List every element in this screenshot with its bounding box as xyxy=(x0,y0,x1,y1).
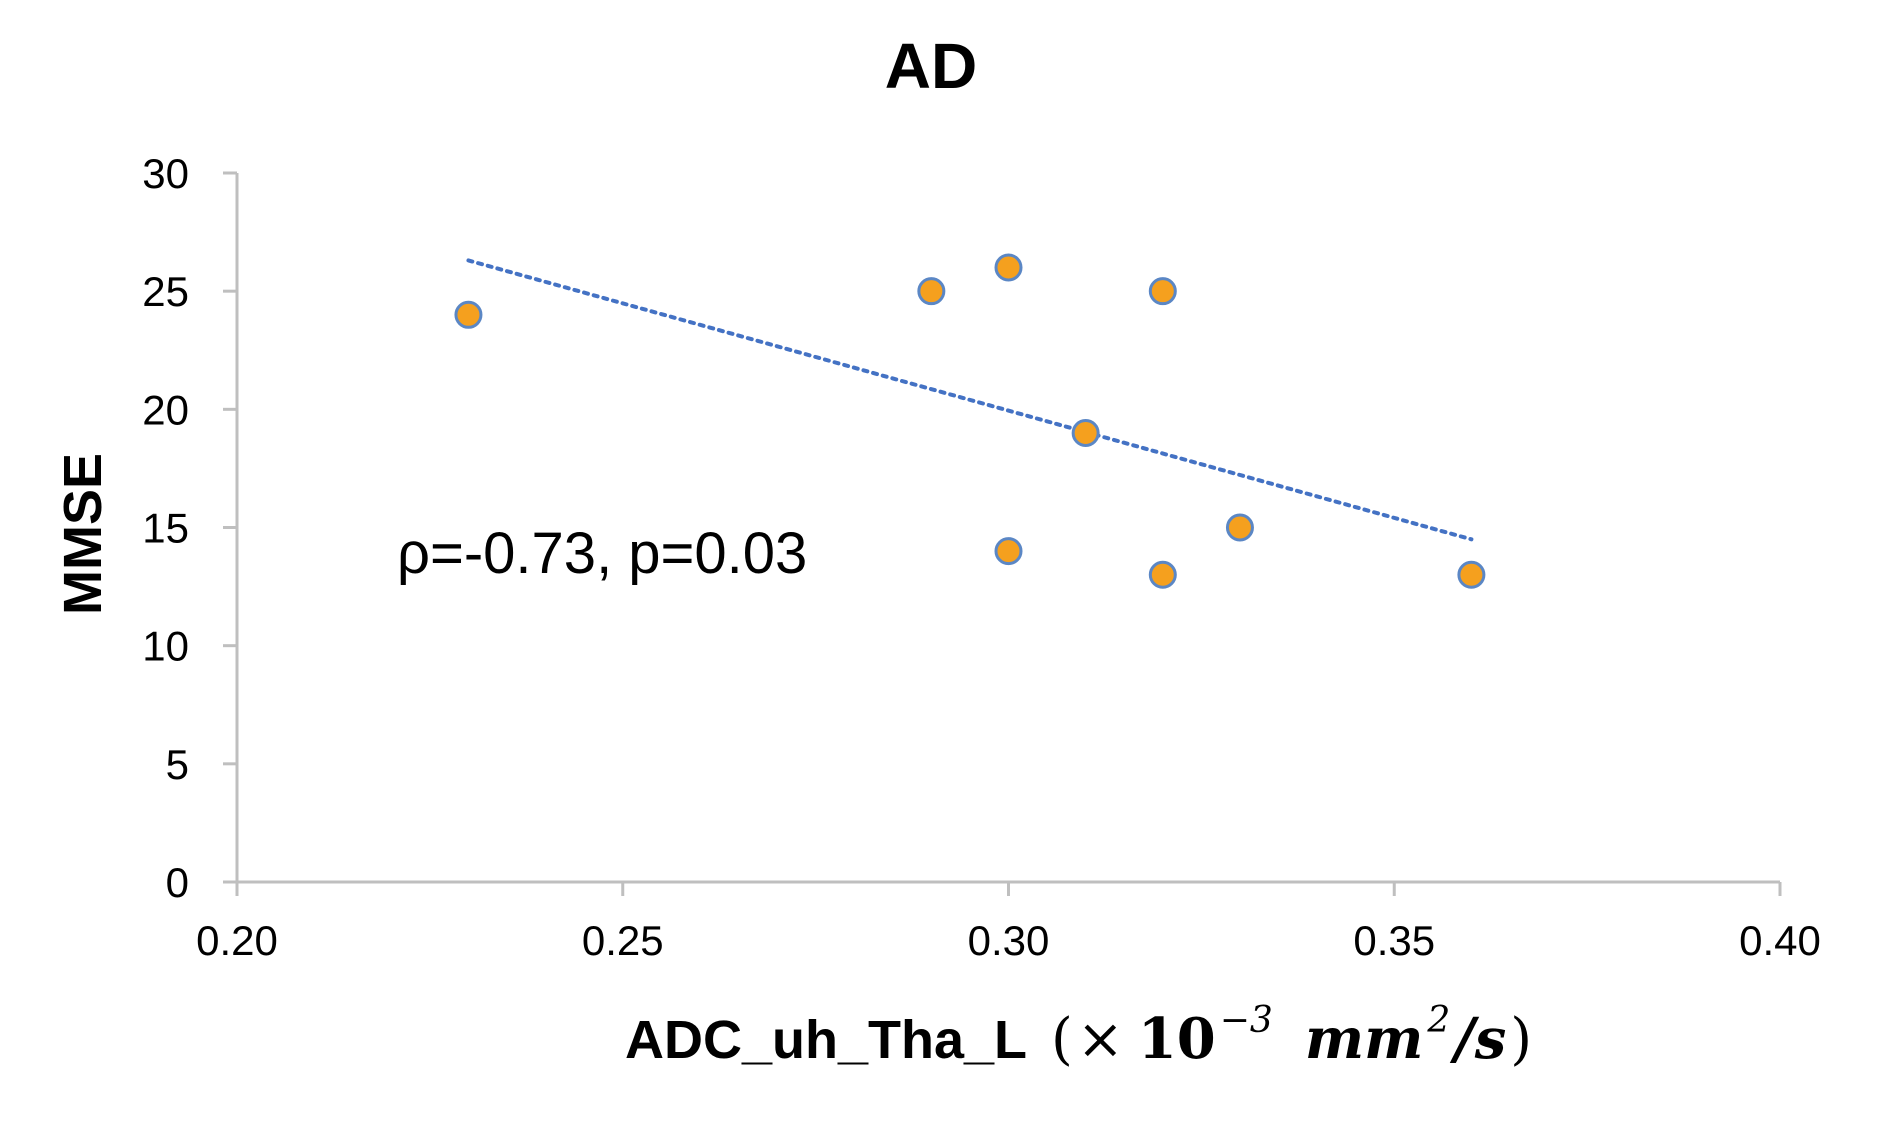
y-tick-label: 5 xyxy=(166,741,189,788)
x-axis-unit-exponent: −3 xyxy=(1220,1000,1273,1041)
y-tick-label: 20 xyxy=(142,386,189,433)
x-tick-label: 0.30 xyxy=(968,917,1050,964)
x-axis-unit-open: ( xyxy=(1051,1007,1073,1072)
x-axis-unit-mm-exponent: 2 xyxy=(1426,1000,1450,1041)
data-point xyxy=(1071,418,1100,447)
y-axis-label: MMSE xyxy=(53,453,113,615)
data-points xyxy=(454,253,1486,589)
data-point xyxy=(994,253,1023,282)
data-point xyxy=(454,300,483,329)
y-tick-label: 10 xyxy=(142,623,189,670)
y-tick-label: 0 xyxy=(166,859,189,906)
x-axis-unit-base: 10 xyxy=(1138,1006,1216,1072)
data-point xyxy=(994,537,1023,566)
data-point xyxy=(1457,560,1486,589)
y-tick-label: 15 xyxy=(142,505,189,552)
x-axis-unit-per-s: /s xyxy=(1449,1006,1506,1072)
trendline-group xyxy=(466,258,1474,542)
trendline xyxy=(466,258,1474,542)
x-tick-label: 0.40 xyxy=(1739,917,1821,964)
x-tick-label: 0.35 xyxy=(1353,917,1435,964)
x-tick-label: 0.20 xyxy=(196,917,278,964)
svg-text:ADC_uh_Tha_L ( ×: ADC_uh_Tha_L ( × 10 −3 mm 2 /s ) xyxy=(625,1000,1532,1072)
x-axis-label: ADC_uh_Tha_L ( × 10 −3 mm 2 /s ) xyxy=(625,1000,1532,1072)
data-point xyxy=(917,277,946,306)
data-point xyxy=(1148,560,1177,589)
x-tick-label: 0.25 xyxy=(582,917,664,964)
x-axis-unit-times: × xyxy=(1077,1007,1124,1072)
chart-title: AD xyxy=(885,30,977,102)
y-tick-labels: 0 5 10 15 20 25 30 xyxy=(142,150,237,906)
y-tick-label: 25 xyxy=(142,268,189,315)
x-tick-labels: 0.20 0.25 0.30 0.35 0.40 xyxy=(196,882,1821,964)
data-point xyxy=(1225,513,1254,542)
x-axis-unit-close: ) xyxy=(1510,1007,1532,1072)
x-axis-unit-mm: mm xyxy=(1305,1006,1424,1072)
y-tick-label: 30 xyxy=(142,150,189,197)
data-point xyxy=(1148,277,1177,306)
correlation-annotation: ρ=-0.73, p=0.03 xyxy=(397,521,807,586)
x-axis-label-text: ADC_uh_Tha_L xyxy=(625,1010,1027,1070)
